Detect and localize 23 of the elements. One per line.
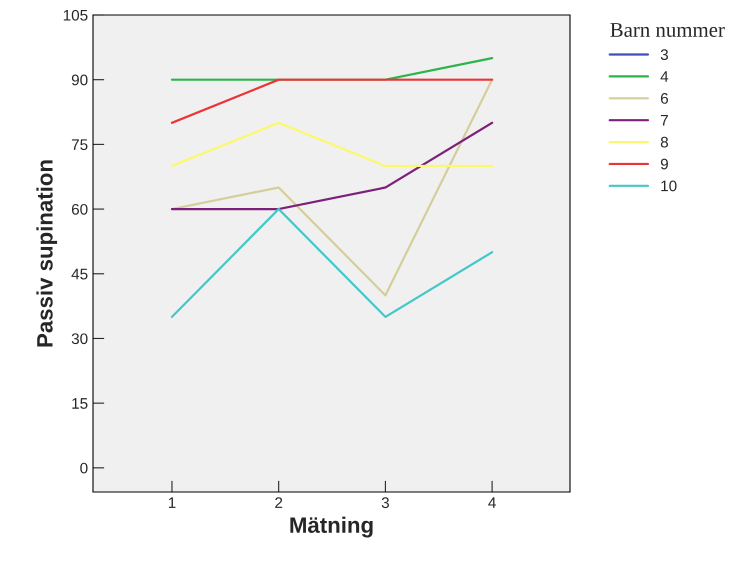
y-tick-label: 0 (80, 462, 88, 474)
y-tick-label: 45 (72, 268, 88, 280)
legend-label: 7 (660, 115, 668, 126)
y-tick-label: 15 (72, 398, 88, 409)
x-tick-label: 3 (382, 497, 389, 508)
legend-title: Barn nummer (610, 23, 725, 37)
legend-label: 4 (660, 71, 668, 82)
y-tick-label: 30 (72, 333, 88, 344)
legend-label: 9 (660, 158, 668, 170)
y-tick-label: 75 (72, 139, 88, 150)
x-tick-label: 4 (488, 497, 496, 508)
y-axis-title: Passiv supination (36, 160, 58, 346)
legend-label: 6 (660, 92, 668, 104)
legend-label: 10 (661, 180, 677, 192)
legend-label: 3 (660, 49, 668, 60)
x-tick-label: 2 (275, 497, 282, 508)
y-tick-label: 105 (64, 10, 88, 21)
legend-label: 8 (660, 136, 668, 148)
x-axis-title: Mätning (290, 516, 373, 538)
x-tick-label: 1 (168, 497, 176, 508)
y-tick-label: 60 (72, 204, 88, 215)
line-series (170, 78, 494, 296)
y-tick-label: 90 (72, 74, 88, 86)
